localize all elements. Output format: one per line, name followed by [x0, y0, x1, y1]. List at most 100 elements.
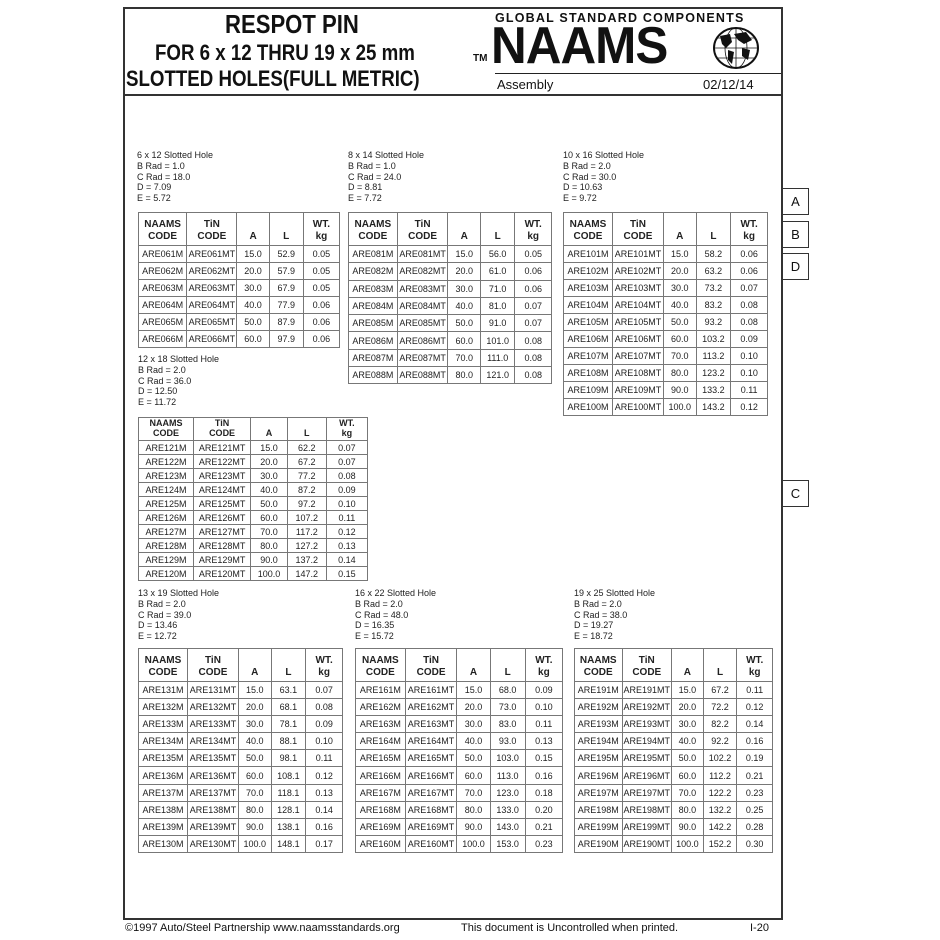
table-cell: 15.0 — [250, 440, 288, 455]
side-tab-d[interactable]: D — [782, 253, 809, 280]
table-cell: 0.08 — [305, 698, 343, 717]
table-cell: ARE133M — [138, 715, 188, 734]
table-cell: ARE133MT — [186, 715, 239, 734]
table-cell: 0.12 — [325, 524, 369, 539]
table-cell: 40.0 — [456, 732, 491, 751]
table-cell: 0.07 — [730, 279, 768, 297]
table-cell: 67.2 — [286, 454, 327, 469]
spec-d: D = 16.35 — [355, 620, 395, 631]
table-cell: ARE167M — [355, 783, 406, 802]
spec-b-rad: B Rad = 2.0 — [355, 598, 403, 609]
table-row: ARE161M ARE161MT 15.0 68.0 0.09 — [355, 680, 564, 700]
table-cell: ARE132M — [138, 698, 188, 717]
column-header: NAAMS CODE — [138, 417, 194, 441]
table-row: ARE165M ARE165MT 50.0 103.0 0.15 — [355, 749, 564, 768]
table-cell: 71.0 — [479, 279, 516, 298]
table-cell: 0.07 — [305, 680, 343, 700]
table-cell: ARE190M — [574, 834, 623, 853]
column-header: NAAMS CODE — [563, 212, 613, 246]
table-cell: ARE087MT — [396, 348, 449, 368]
table-cell: ARE126M — [138, 510, 194, 525]
table-cell: ARE105MT — [611, 313, 664, 331]
table-cell: ARE125M — [138, 496, 194, 511]
table-cell: 147.2 — [286, 566, 327, 581]
side-tab-c[interactable]: C — [782, 480, 809, 507]
table-cell: ARE124M — [138, 482, 194, 497]
table-cell: 58.2 — [695, 245, 732, 263]
table-cell: 30.0 — [671, 715, 704, 734]
spec-c-rad: C Rad = 24.0 — [348, 171, 402, 182]
naams-logo: NAAMS — [491, 17, 668, 75]
side-tab-a[interactable]: A — [782, 188, 809, 215]
table-cell: ARE121M — [138, 440, 194, 455]
table-cell: 0.08 — [514, 348, 552, 368]
table-cell: 0.05 — [514, 244, 552, 264]
table-cell: ARE063M — [137, 279, 188, 297]
logo-divider — [495, 73, 781, 74]
table-cell: ARE193MT — [621, 715, 673, 734]
spec-e: E = 15.72 — [355, 631, 394, 642]
parts-table: NAAMS CODE TiN CODE A L WT. kg ARE161M ARE161MT 15… — [355, 648, 564, 853]
table-cell: 0.07 — [514, 296, 552, 316]
table-cell: ARE104M — [563, 296, 613, 314]
table-cell: 117.2 — [286, 524, 327, 539]
table-cell: 20.0 — [671, 698, 704, 717]
table-cell: 143.2 — [695, 398, 732, 416]
spec-title: 16 x 22 Slotted Hole — [355, 588, 437, 598]
table-row: ARE132M ARE132MT 20.0 68.1 0.08 — [138, 698, 343, 717]
table-row: ARE131M ARE131MT 15.0 63.1 0.07 — [138, 680, 343, 700]
table-row: ARE129M ARE129MT 90.0 137.2 0.14 — [138, 552, 369, 567]
table-row: ARE088M ARE088MT 80.0 121.0 0.08 — [348, 366, 552, 385]
table-cell: 93.2 — [695, 313, 732, 331]
table-cell: ARE196MT — [621, 766, 673, 785]
header-divider — [123, 94, 781, 96]
table-cell: ARE138M — [138, 800, 188, 819]
table-cell: 20.0 — [237, 698, 272, 717]
column-header: L — [695, 212, 732, 246]
table-cell: 0.16 — [736, 732, 773, 751]
table-cell: 68.0 — [489, 680, 526, 700]
table-cell: 80.0 — [250, 538, 288, 553]
spec-e: E = 11.72 — [138, 397, 177, 408]
table-cell: ARE164MT — [404, 732, 458, 751]
side-tab-b[interactable]: B — [782, 221, 809, 248]
table-cell: ARE066MT — [186, 330, 238, 348]
table-cell: ARE168M — [355, 800, 406, 819]
table-cell: 113.2 — [695, 347, 732, 365]
table-cell: 57.9 — [268, 262, 304, 280]
table-cell: 0.30 — [736, 834, 773, 853]
table-row: ARE168M ARE168MT 80.0 133.0 0.20 — [355, 800, 564, 819]
table-cell: 0.06 — [514, 279, 552, 298]
table-cell: ARE169M — [355, 817, 406, 836]
table-cell: 0.18 — [524, 783, 564, 802]
table-cell: 90.0 — [250, 552, 288, 567]
table-cell: 40.0 — [250, 482, 288, 497]
table-cell: ARE120M — [138, 566, 194, 581]
table-cell: 73.2 — [695, 279, 732, 297]
table-cell: 0.14 — [325, 552, 369, 567]
table-cell: ARE197MT — [621, 783, 673, 802]
column-header: L — [489, 648, 526, 682]
table-row: ARE123M ARE123MT 30.0 77.2 0.08 — [138, 468, 369, 483]
table-cell: 0.09 — [730, 330, 768, 348]
spec-c-rad: C Rad = 38.0 — [574, 609, 628, 620]
table-cell: 30.0 — [236, 279, 270, 297]
table-cell: 0.21 — [524, 817, 564, 836]
table-cell: 0.10 — [524, 698, 564, 717]
table-row: ARE190M ARE190MT 100.0 152.2 0.30 — [574, 834, 773, 853]
table-cell: ARE126MT — [192, 510, 252, 525]
table-cell: 121.0 — [479, 366, 516, 385]
table-cell: ARE163MT — [404, 715, 458, 734]
table-cell: ARE137M — [138, 783, 188, 802]
table-cell: ARE128MT — [192, 538, 252, 553]
table-cell: 0.20 — [524, 800, 564, 819]
table-cell: 80.0 — [671, 800, 704, 819]
table-cell: 128.1 — [270, 800, 307, 819]
spec-e: E = 5.72 — [137, 193, 171, 204]
table-cell: 50.0 — [671, 749, 704, 768]
table-cell: ARE195M — [574, 749, 623, 768]
table-cell: 40.0 — [671, 732, 704, 751]
table-cell: ARE168MT — [404, 800, 458, 819]
column-header: L — [479, 212, 516, 246]
table-row: ARE101M ARE101MT 15.0 58.2 0.06 — [563, 245, 768, 263]
